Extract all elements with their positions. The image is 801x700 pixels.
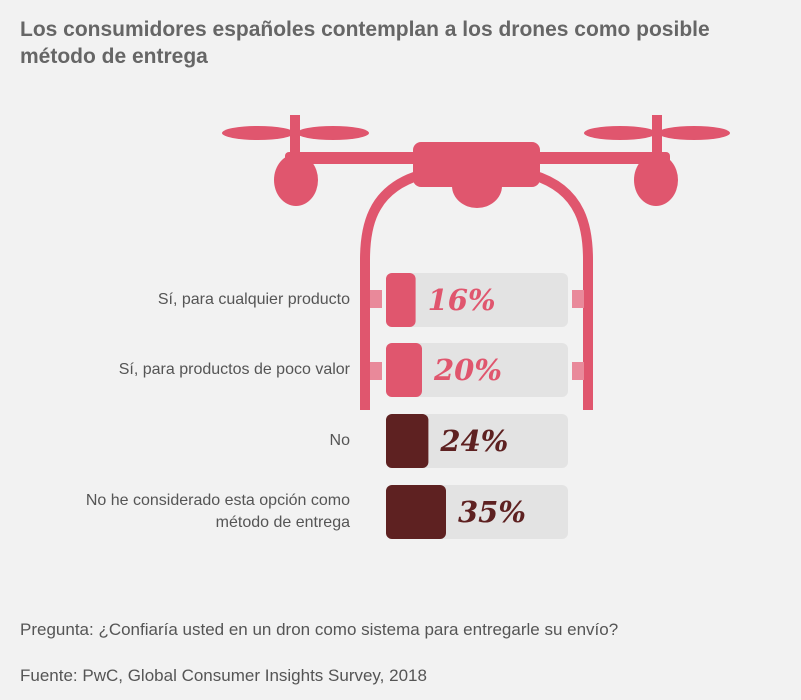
source: Fuente: PwC, Global Consumer Insights Su… [20, 666, 427, 685]
bar [386, 414, 429, 468]
value-label: 20% [433, 353, 502, 387]
note: Pregunta: ¿Confiaría usted en un dron co… [20, 620, 619, 639]
bar [386, 485, 446, 539]
value-label: 24% [439, 424, 508, 458]
drone [222, 115, 730, 410]
bar [386, 343, 422, 397]
bar-track [386, 273, 568, 327]
category-label: Sí, para productos de poco valor [118, 361, 350, 378]
value-label: 16% [428, 283, 496, 317]
bar-track [386, 343, 568, 397]
category-label: Sí, para cualquier producto [157, 291, 350, 308]
value-label: 35% [458, 495, 526, 529]
chart-title: Los consumidores españoles contemplan a … [20, 18, 710, 68]
category-label: No he considerado esta opción como métod… [85, 492, 350, 531]
category-label: No [329, 432, 350, 449]
bar-track [386, 414, 568, 468]
bar [386, 273, 416, 327]
